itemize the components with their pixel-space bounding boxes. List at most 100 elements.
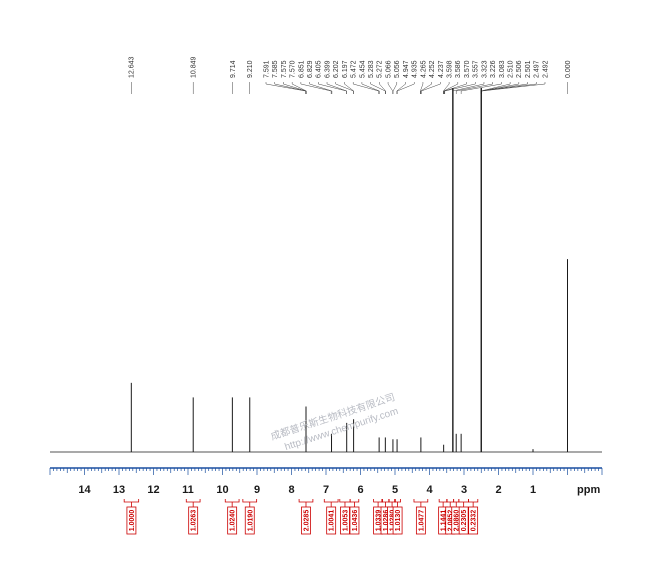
peak-shift-label: 4.237 <box>438 60 445 78</box>
peak-label-connector <box>455 82 493 94</box>
peak-shift-label: 9.210 <box>247 60 254 78</box>
peak-shift-label: 3.586 <box>455 60 462 78</box>
integral-value-box <box>188 506 199 535</box>
integral-value-box <box>415 506 426 535</box>
peak-shift-label: 6.405 <box>316 60 323 78</box>
integral-bracket <box>323 499 339 503</box>
peak-shift-label: 3.570 <box>464 60 471 78</box>
peak-shift-label: 5.272 <box>377 60 384 78</box>
peak-shift-label: 5.472 <box>351 60 358 78</box>
integral-bracket <box>185 499 201 503</box>
peak-shift-label: 7.585 <box>272 60 279 78</box>
peak-shift-label: 5.056 <box>394 60 401 78</box>
watermark: 成都普乐斯生物科技有限公司 http://www.chempurify.com <box>269 390 400 453</box>
peak-label-connector <box>444 82 476 94</box>
peak-shift-label: 12.643 <box>129 56 136 78</box>
integral-bracket <box>123 499 140 503</box>
x-tick-label: 14 <box>78 484 91 496</box>
integral-value-box <box>340 506 350 535</box>
integral-value: 1.0436 <box>352 510 359 532</box>
integral-value-box <box>468 506 479 535</box>
peak-label-connector <box>326 82 347 94</box>
peak-label-connector <box>392 82 398 94</box>
peak-label-connector <box>443 82 450 94</box>
peak-shift-label: 2.492 <box>542 60 549 78</box>
peak-label-connector <box>361 82 380 94</box>
integral-value-box <box>392 506 403 535</box>
integral-value: 1.0041 <box>329 510 336 532</box>
peak-label-connector <box>421 82 441 94</box>
peak-label-group: 12.643 10.849 9.714 9.210 7.591 7.585 7.575 7.5… <box>129 56 572 94</box>
peak-label-connector <box>352 82 379 94</box>
integral-value: 1.0240 <box>230 510 237 532</box>
integral-value: 1.0286 <box>383 510 390 532</box>
peak-label-connector <box>420 82 432 94</box>
peak-shift-label: 0.000 <box>565 60 572 78</box>
peak-label-connector <box>309 82 333 94</box>
peak-shift-label: 6.829 <box>307 60 314 78</box>
peak-shift-label: 2.497 <box>534 60 541 78</box>
peak-shift-label: 3.226 <box>490 60 497 78</box>
x-axis-label: ppm <box>577 484 600 496</box>
x-tick-label: 8 <box>288 484 294 496</box>
peak-shift-label: 3.323 <box>481 60 488 78</box>
peak-shift-label: 6.851 <box>298 60 305 78</box>
x-tick-label: 5 <box>392 484 398 496</box>
peak-shift-label: 3.083 <box>499 60 506 78</box>
x-tick-label: 2 <box>495 484 501 496</box>
integral-bracket <box>468 499 479 503</box>
x-tick-label: 3 <box>461 484 467 496</box>
integral-value: 1.0263 <box>191 510 198 532</box>
peak-shift-label: 6.197 <box>342 60 349 78</box>
peak-shift-label: 4.265 <box>420 60 427 78</box>
x-tick-label: 1 <box>530 484 536 496</box>
integral-value: 1.0477 <box>418 510 425 532</box>
peak-shift-label: 5.454 <box>359 60 366 78</box>
peak-shift-label: 3.557 <box>473 60 480 78</box>
x-tick-label: 9 <box>254 484 260 496</box>
peak-label-connector <box>387 82 393 94</box>
peak-label-connector <box>460 82 502 94</box>
integral-bracket <box>458 499 469 503</box>
peak-label-connector <box>344 82 354 94</box>
peak-shift-label: 9.714 <box>230 60 237 78</box>
integral-bracket <box>446 499 455 503</box>
integral-value: 1.0339 <box>376 510 383 532</box>
integral-bracket <box>224 499 240 503</box>
peak-label-connector <box>274 82 307 94</box>
peak-shift-label: 5.283 <box>368 60 375 78</box>
x-tick-label: 6 <box>357 484 363 496</box>
peak-shift-label: 4.947 <box>403 60 410 78</box>
peak-shift-label: 4.935 <box>412 60 419 78</box>
peak-shift-label: 2.501 <box>525 60 532 78</box>
integral-group: 1.0000 1.0263 1.0240 1.0190 2.0285 1.0041 1.00… <box>123 499 479 535</box>
integral-bracket <box>453 499 460 503</box>
integral-bracket <box>373 499 383 503</box>
peak-label-connector <box>265 82 306 94</box>
peak-label-connector <box>379 82 386 94</box>
integral-value: 2.0285 <box>303 510 310 532</box>
peak-shift-label: 7.591 <box>263 60 270 78</box>
integral-value: 2.0860 <box>454 510 461 532</box>
peak-label-connector <box>481 82 546 94</box>
peak-shift-label: 2.510 <box>508 60 515 78</box>
peak-label-connector <box>396 82 415 94</box>
x-tick-label: 4 <box>426 484 433 496</box>
x-tick-label: 7 <box>323 484 329 496</box>
x-tick-label: 13 <box>113 484 125 496</box>
integral-value: 2.0852 <box>448 510 455 532</box>
integral-bracket <box>242 499 258 503</box>
peak-label-connector <box>291 82 307 94</box>
peak-label-connector <box>420 82 424 94</box>
integral-value: 0.2305 <box>461 510 468 532</box>
peak-shift-label: 2.506 <box>516 60 523 78</box>
spectrum-group <box>50 88 602 453</box>
peak-shift-label: 6.399 <box>324 60 331 78</box>
integral-value: 1.0053 <box>342 510 349 532</box>
integral-bracket <box>339 499 351 503</box>
peak-shift-label: 5.066 <box>385 60 392 78</box>
peak-shift-label: 7.575 <box>281 60 288 78</box>
peak-label-connector <box>283 82 307 94</box>
integral-value: 1.0000 <box>129 510 136 532</box>
